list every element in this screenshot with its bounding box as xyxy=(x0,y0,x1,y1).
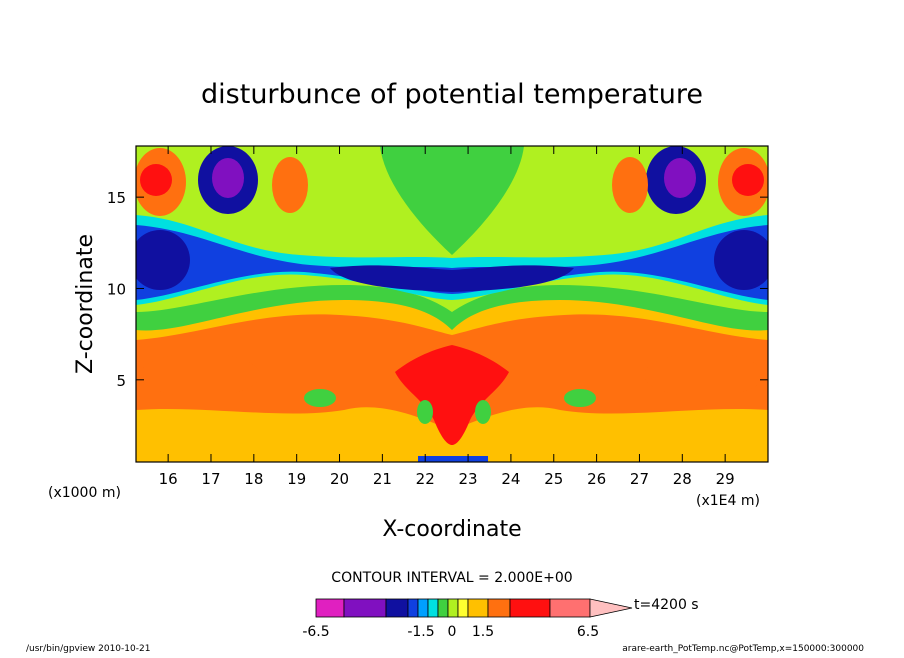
top-right-purple-cell xyxy=(664,158,696,198)
x-unit-right: (x1E4 m) xyxy=(696,493,760,509)
central-red-core xyxy=(395,345,509,445)
chart-title: disturbunce of potential temperature xyxy=(201,79,703,110)
x-tick-label: 29 xyxy=(716,470,735,488)
x-tick-label: 23 xyxy=(459,470,478,488)
navy-band xyxy=(330,265,574,292)
x-tick-label: 19 xyxy=(287,470,306,488)
cyan-band xyxy=(136,215,768,305)
left-blue-blob xyxy=(136,230,190,290)
left-green-plume xyxy=(417,400,433,424)
colorbar-segment xyxy=(427,598,439,618)
colorbar-segment xyxy=(457,598,469,618)
right-orange-lens xyxy=(644,353,764,397)
x-tick-label: 16 xyxy=(159,470,178,488)
y-tick-label: 5 xyxy=(116,372,126,390)
colorbar-segment xyxy=(417,598,429,618)
colorbar-segment xyxy=(447,598,459,618)
colorbar-segment xyxy=(437,598,449,618)
right-blue-blob xyxy=(714,230,768,290)
x-tick-label: 26 xyxy=(587,470,606,488)
colorbar-arrow xyxy=(589,598,633,618)
center-green-plume xyxy=(380,146,524,255)
left-orange-lens xyxy=(140,353,260,397)
y-tick-label: 15 xyxy=(107,189,126,207)
x-tick-label: 24 xyxy=(501,470,520,488)
top-right-red-cell xyxy=(732,164,764,196)
colorbar-segment xyxy=(407,598,419,618)
x-tick-label: 22 xyxy=(416,470,435,488)
x-tick-label: 18 xyxy=(244,470,263,488)
footer-right: arare-earth_PotTemp.nc@PotTemp,x=150000:… xyxy=(622,644,864,654)
x-tick-label: 28 xyxy=(673,470,692,488)
upper-left-orange-streak xyxy=(272,157,308,213)
plot-frame xyxy=(135,145,769,463)
surface-navy-strip xyxy=(418,456,488,462)
colorbar: -6.5 -1.5 0 1.5 6.5 xyxy=(302,598,633,640)
colorbar-tick-label: 6.5 xyxy=(577,624,599,640)
colorbar-tick-label: 0 xyxy=(448,624,457,640)
left-green-eye xyxy=(304,389,336,407)
right-green-eye xyxy=(564,389,596,407)
colorbar-segment xyxy=(467,598,489,618)
colorbar-segment xyxy=(385,598,409,618)
colorbar-tick-label: -6.5 xyxy=(302,624,329,640)
colorbar-tick-label: -1.5 xyxy=(407,624,434,640)
right-green-plume xyxy=(475,400,491,424)
x-tick-label: 17 xyxy=(201,470,220,488)
contour-interval-label: CONTOUR INTERVAL = 2.000E+00 xyxy=(331,570,572,586)
footer-left: /usr/bin/gpview 2010-10-21 xyxy=(26,644,150,654)
plot-area xyxy=(136,146,768,462)
colorbar-segment xyxy=(487,598,511,618)
top-left-red-cell xyxy=(140,164,172,196)
x-axis: 16 17 18 19 20 21 22 23 24 25 26 27 28 29 xyxy=(159,146,735,488)
top-left-purple-cell xyxy=(212,158,244,198)
colorbar-segment xyxy=(343,598,387,618)
x-tick-label: 21 xyxy=(373,470,392,488)
x-axis-label: X-coordinate xyxy=(382,517,521,542)
time-label: t=4200 s xyxy=(634,597,699,613)
x-tick-label: 27 xyxy=(630,470,649,488)
y-axis: 5 10 15 xyxy=(107,189,768,390)
colorbar-segment xyxy=(509,598,551,618)
colorbar-tick-label: 1.5 xyxy=(472,624,494,640)
y-tick-label: 10 xyxy=(107,280,126,298)
colorbar-segment xyxy=(315,598,345,618)
x-unit-left: (x1000 m) xyxy=(48,485,121,501)
x-tick-label: 25 xyxy=(544,470,563,488)
upper-right-orange-streak xyxy=(612,157,648,213)
y-axis-label: Z-coordinate xyxy=(73,234,98,374)
x-tick-label: 20 xyxy=(330,470,349,488)
colorbar-segment xyxy=(549,598,591,618)
